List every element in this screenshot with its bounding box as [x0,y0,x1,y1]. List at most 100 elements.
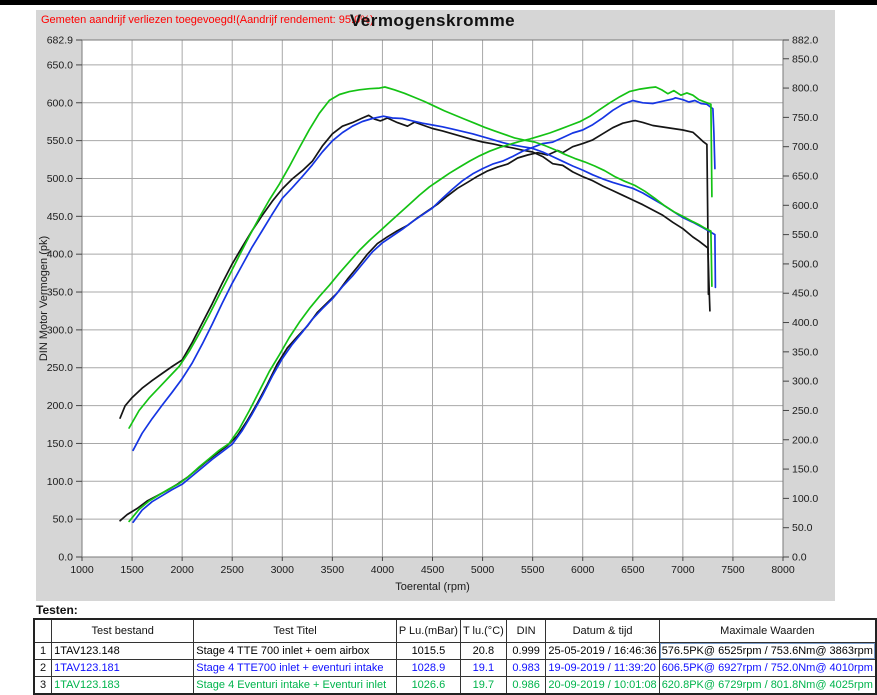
left-axis-tick-label: 300.0 [47,324,73,336]
table-cell[interactable]: Stage 4 TTE700 inlet + eventuri intake [193,659,397,677]
tests-section-label: Testen: [36,603,78,617]
tests-table: Test bestand Test Titel P Lu.(mBar) T lu.(°… [33,618,877,695]
table-header-row: Test bestand Test Titel P Lu.(mBar) T lu.(°… [33,618,877,643]
left-axis-tick-label: 600.0 [47,97,73,109]
left-axis-tick-label: 650.0 [47,59,73,71]
table-cell[interactable]: 20-09-2019 / 10:01:08 [545,676,660,695]
torque-curve-1TAV123.181 [132,115,717,452]
power-curve-1TAV123.181 [132,96,716,524]
x-axis-tick-label: 1500 [120,564,144,576]
left-axis-tick-label: 350.0 [47,287,73,299]
right-axis-tick-label: 882.0 [792,35,818,47]
left-axis-tick-label: 50.0 [53,514,74,526]
table-cell[interactable]: 1026.6 [395,676,461,695]
x-axis-tick-label: 5000 [471,564,495,576]
table-row-1: 1 1TAV123.148 Stage 4 TTE 700 inlet + oem … [33,642,877,660]
x-axis-tick-label: 3000 [271,564,295,576]
x-axis-tick-label: 8000 [771,564,795,576]
x-axis-tick-label: 6000 [571,564,595,576]
left-axis-tick-label: 250.0 [47,362,73,374]
right-axis-tick-label: 400.0 [792,317,818,329]
left-axis-tick-label: 550.0 [47,135,73,147]
table-cell[interactable]: 606.5PK@ 6927rpm / 752.0Nm@ 4010rpm [658,659,877,677]
table-row-3: 3 1TAV123.183 Stage 4 Eventuri intake + Ev… [33,676,877,695]
right-axis-tick-label: 250.0 [792,405,818,417]
row-number: 1 [33,642,53,660]
table-cell[interactable]: 1028.9 [395,659,461,677]
table-header-T lu.(°C): T lu.(°C) [459,618,507,643]
left-axis-tick-label: 500.0 [47,173,73,185]
power-curve-1TAV123.183 [128,86,713,523]
right-axis-tick-label: 850.0 [792,53,818,65]
left-axis-tick-label: 150.0 [47,438,73,450]
right-axis-tick-label: 650.0 [792,170,818,182]
x-axis-tick-label: 3500 [321,564,345,576]
table-header-row-number [33,618,53,643]
right-axis-tick-label: 0.0 [792,552,807,564]
table-header-Test bestand: Test bestand [51,618,195,643]
row-number: 3 [33,676,53,695]
x-axis-tick-label: 7500 [721,564,745,576]
torque-curve-1TAV123.183 [128,86,713,429]
right-axis-tick-label: 700.0 [792,141,818,153]
right-axis-tick-label: 350.0 [792,346,818,358]
right-axis-tick-label: 100.0 [792,493,818,505]
table-cell[interactable]: 19-09-2019 / 11:39:20 [545,659,660,677]
table-cell[interactable]: 1TAV123.148 [51,642,195,660]
y-axis-title-left: DIN Motor Vermogen (pk) [38,236,50,361]
table-header-Test Titel: Test Titel [193,618,397,643]
left-axis-tick-label: 100.0 [47,476,73,488]
x-axis-tick-label: 7000 [671,564,695,576]
chart-title: Vermogenskromme [349,11,516,30]
right-axis-tick-label: 200.0 [792,434,818,446]
table-cell[interactable]: 0.983 [505,659,547,677]
right-axis-tick-label: 500.0 [792,258,818,270]
torque-curve-1TAV123.148 [119,114,711,419]
x-axis-tick-label: 2500 [221,564,245,576]
left-axis-tick-label: 400.0 [47,249,73,261]
table-header-P Lu.(mBar): P Lu.(mBar) [395,618,461,643]
top-border-bar [0,0,877,5]
x-axis-title: Toerental (rpm) [395,581,470,593]
table-row-2: 2 1TAV123.181 Stage 4 TTE700 inlet + event… [33,659,877,677]
table-cell[interactable]: Stage 4 Eventuri intake + Eventuri inlet [193,676,397,695]
row-number: 2 [33,659,53,677]
x-axis-tick-label: 4500 [421,564,445,576]
right-axis-tick-label: 300.0 [792,376,818,388]
right-axis-tick-label: 800.0 [792,83,818,95]
table-header-Datum & tijd: Datum & tijd [545,618,660,643]
drivetrain-loss-note: Gemeten aandrijf verliezen toegevoegd!(A… [41,14,374,26]
x-axis-tick-label: 6500 [621,564,645,576]
table-cell[interactable]: 20.8 [459,642,507,660]
table-cell[interactable]: Stage 4 TTE 700 inlet + oem airbox [193,642,397,660]
chart-panel: Gemeten aandrijf verliezen toegevoegd!(A… [36,10,835,601]
table-cell[interactable]: 25-05-2019 / 16:46:36 [545,642,660,660]
table-cell[interactable]: 576.5PK@ 6525rpm / 753.6Nm@ 3863rpm [658,642,877,660]
x-axis-tick-label: 4000 [371,564,395,576]
x-axis-tick-label: 2000 [170,564,194,576]
table-cell[interactable]: 19.1 [459,659,507,677]
x-axis-tick-label: 1000 [70,564,94,576]
power-curve-chart: 682.9 650.0 600.0 550.0 500.0 450.0 400.0 350.0… [38,35,818,594]
left-axis-tick-label: 682.9 [47,35,73,47]
left-axis-tick-label: 450.0 [47,211,73,223]
left-axis-tick-label: 200.0 [47,400,73,412]
table-cell[interactable]: 1TAV123.183 [51,676,195,695]
table-cell[interactable]: 0.986 [505,676,547,695]
x-axis-tick-label: 5500 [521,564,545,576]
right-axis-tick-label: 450.0 [792,288,818,300]
table-cell[interactable]: 1015.5 [395,642,461,660]
left-axis-tick-label: 0.0 [58,552,73,564]
right-axis-tick-label: 550.0 [792,229,818,241]
table-header-DIN: DIN [505,618,547,643]
table-cell[interactable]: 620.8PK@ 6729rpm / 801.8Nm@ 4025rpm [658,676,877,695]
right-axis-tick-label: 600.0 [792,200,818,212]
right-axis-tick-label: 150.0 [792,464,818,476]
table-header-Maximale Waarden: Maximale Waarden [658,618,877,643]
table-cell[interactable]: 19.7 [459,676,507,695]
table-cell[interactable]: 0.999 [505,642,547,660]
table-cell[interactable]: 1TAV123.181 [51,659,195,677]
right-axis-tick-label: 50.0 [792,522,813,534]
right-axis-tick-label: 750.0 [792,112,818,124]
